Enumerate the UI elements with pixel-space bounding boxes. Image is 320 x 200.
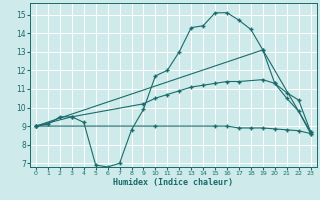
X-axis label: Humidex (Indice chaleur): Humidex (Indice chaleur) <box>113 178 233 187</box>
